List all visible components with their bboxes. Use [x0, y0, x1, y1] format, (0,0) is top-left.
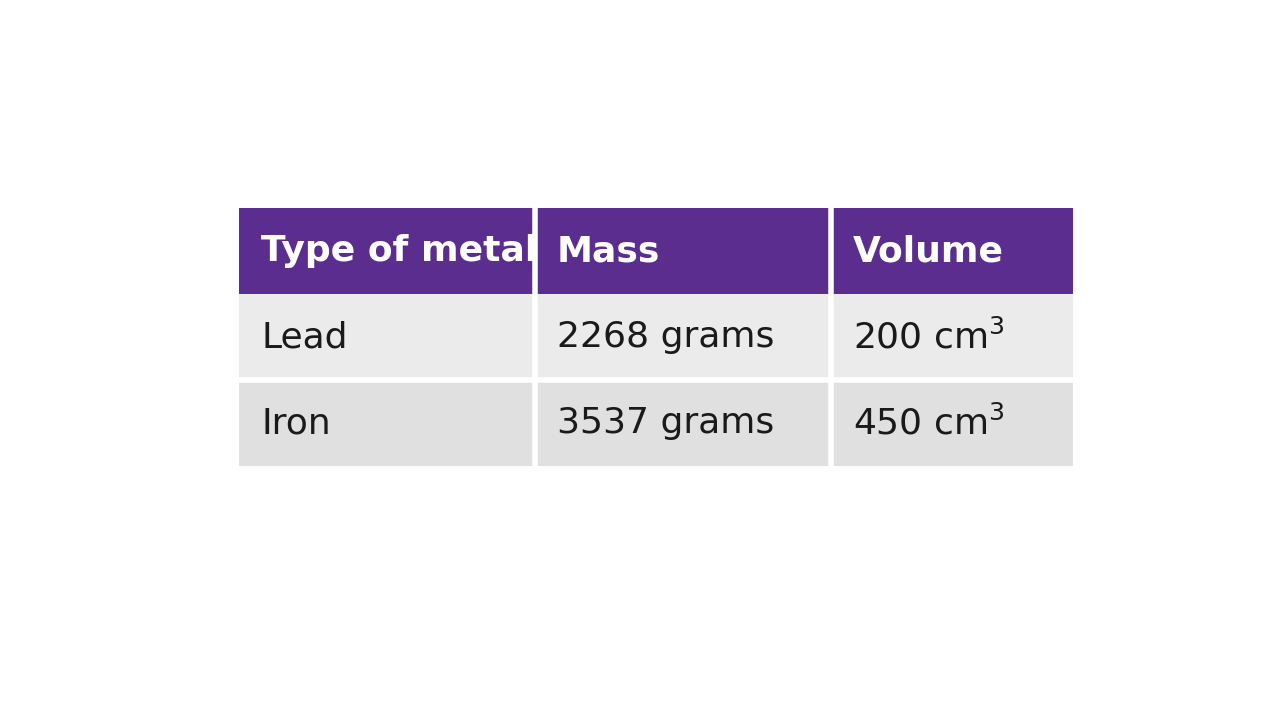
Bar — [535, 208, 831, 294]
Bar — [535, 380, 831, 466]
Text: Iron: Iron — [261, 406, 332, 440]
Text: Volume: Volume — [852, 234, 1004, 269]
Text: 450 cm$^3$: 450 cm$^3$ — [852, 405, 1005, 441]
Text: 200 cm$^3$: 200 cm$^3$ — [852, 319, 1005, 356]
Bar — [831, 380, 1073, 466]
Bar — [831, 294, 1073, 380]
Bar — [239, 294, 535, 380]
Text: 3537 grams: 3537 grams — [557, 406, 774, 440]
Text: Mass: Mass — [557, 234, 660, 269]
Text: Type of metal: Type of metal — [261, 234, 538, 269]
Bar — [535, 294, 831, 380]
Text: 2268 grams: 2268 grams — [557, 320, 774, 354]
Text: Lead: Lead — [261, 320, 348, 354]
Bar — [239, 208, 535, 294]
Bar — [239, 380, 535, 466]
Bar — [831, 208, 1073, 294]
